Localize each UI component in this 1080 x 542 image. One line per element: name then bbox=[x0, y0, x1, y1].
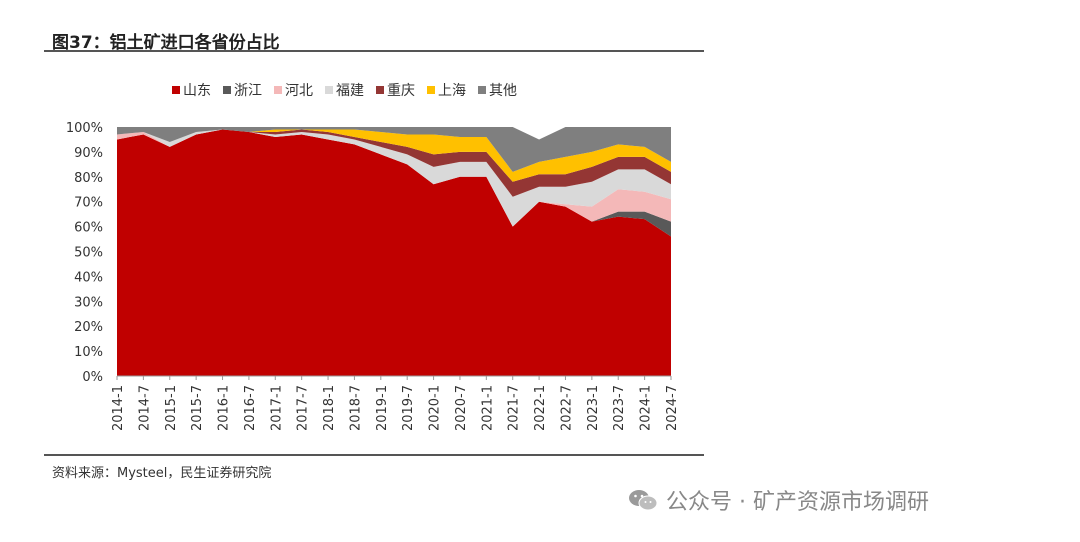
legend-label: 山东 bbox=[183, 83, 211, 99]
x-tick-label: 2016-7 bbox=[243, 385, 258, 431]
x-tick-label: 2016-1 bbox=[217, 385, 232, 431]
x-tick-label: 2018-1 bbox=[322, 385, 337, 431]
legend-swatch bbox=[325, 86, 333, 94]
legend-label: 重庆 bbox=[387, 83, 415, 99]
source-note: 资料来源：Mysteel，民生证券研究院 bbox=[52, 466, 272, 481]
legend-label: 河北 bbox=[285, 83, 313, 99]
legend-item: 浙江 bbox=[223, 80, 262, 100]
y-tick-label: 100% bbox=[66, 121, 103, 136]
wechat-icon bbox=[629, 490, 658, 511]
y-tick-label: 0% bbox=[82, 370, 103, 385]
legend-item: 福建 bbox=[325, 80, 364, 100]
legend-label: 其他 bbox=[489, 83, 517, 99]
y-tick-label: 80% bbox=[74, 171, 103, 186]
x-tick-label: 2020-7 bbox=[454, 385, 469, 431]
legend-label: 福建 bbox=[336, 83, 364, 99]
x-tick-label: 2024-7 bbox=[665, 385, 680, 431]
watermark: 公众号 · 矿产资源市场调研 bbox=[628, 484, 929, 516]
legend-swatch bbox=[376, 86, 384, 94]
legend-item: 上海 bbox=[427, 80, 466, 100]
area-series bbox=[117, 127, 671, 172]
area-series bbox=[117, 129, 671, 197]
x-tick-label: 2015-1 bbox=[164, 385, 179, 431]
legend-swatch bbox=[172, 86, 180, 94]
legend-label: 上海 bbox=[438, 83, 466, 99]
legend-item: 河北 bbox=[274, 80, 313, 100]
title-divider bbox=[44, 50, 704, 52]
x-tick-label: 2017-7 bbox=[296, 385, 311, 431]
chart-legend: 山东 浙江 河北 福建 重庆 上海 其他 bbox=[172, 80, 517, 100]
x-tick-label: 2014-7 bbox=[137, 385, 152, 431]
legend-label: 浙江 bbox=[234, 83, 262, 99]
x-tick-label: 2021-1 bbox=[480, 385, 495, 431]
y-tick-label: 40% bbox=[74, 270, 103, 285]
y-tick-label: 50% bbox=[74, 246, 103, 261]
legend-swatch bbox=[427, 86, 435, 94]
x-tick-label: 2015-7 bbox=[190, 385, 205, 431]
legend-swatch bbox=[478, 86, 486, 94]
x-tick-label: 2019-7 bbox=[401, 385, 416, 431]
x-tick-label: 2021-7 bbox=[507, 385, 522, 431]
y-tick-label: 20% bbox=[74, 320, 103, 335]
x-tick-label: 2018-7 bbox=[348, 385, 363, 431]
watermark-text: 公众号 · 矿产资源市场调研 bbox=[666, 490, 929, 515]
x-tick-label: 2017-1 bbox=[269, 385, 284, 431]
y-tick-label: 90% bbox=[74, 146, 103, 161]
legend-item: 重庆 bbox=[376, 80, 415, 100]
x-tick-label: 2023-7 bbox=[612, 385, 627, 431]
area-series bbox=[117, 129, 671, 376]
legend-item: 山东 bbox=[172, 80, 211, 100]
x-tick-label: 2023-1 bbox=[586, 385, 601, 431]
x-tick-label: 2019-1 bbox=[375, 385, 390, 431]
legend-swatch bbox=[274, 86, 282, 94]
y-tick-label: 10% bbox=[74, 345, 103, 360]
x-tick-label: 2024-1 bbox=[639, 385, 654, 431]
y-tick-label: 70% bbox=[74, 196, 103, 211]
x-tick-label: 2022-7 bbox=[559, 385, 574, 431]
source-divider bbox=[44, 454, 704, 456]
y-tick-label: 30% bbox=[74, 295, 103, 310]
legend-item: 其他 bbox=[478, 80, 517, 100]
figure-title: 图37：铝土矿进口各省份占比 bbox=[52, 33, 280, 53]
x-tick-label: 2022-1 bbox=[533, 385, 548, 431]
x-tick-label: 2020-1 bbox=[428, 385, 443, 431]
y-tick-label: 60% bbox=[74, 221, 103, 236]
x-tick-label: 2014-1 bbox=[111, 385, 126, 431]
area-series bbox=[117, 129, 671, 182]
legend-swatch bbox=[223, 86, 231, 94]
area-series bbox=[117, 129, 671, 227]
